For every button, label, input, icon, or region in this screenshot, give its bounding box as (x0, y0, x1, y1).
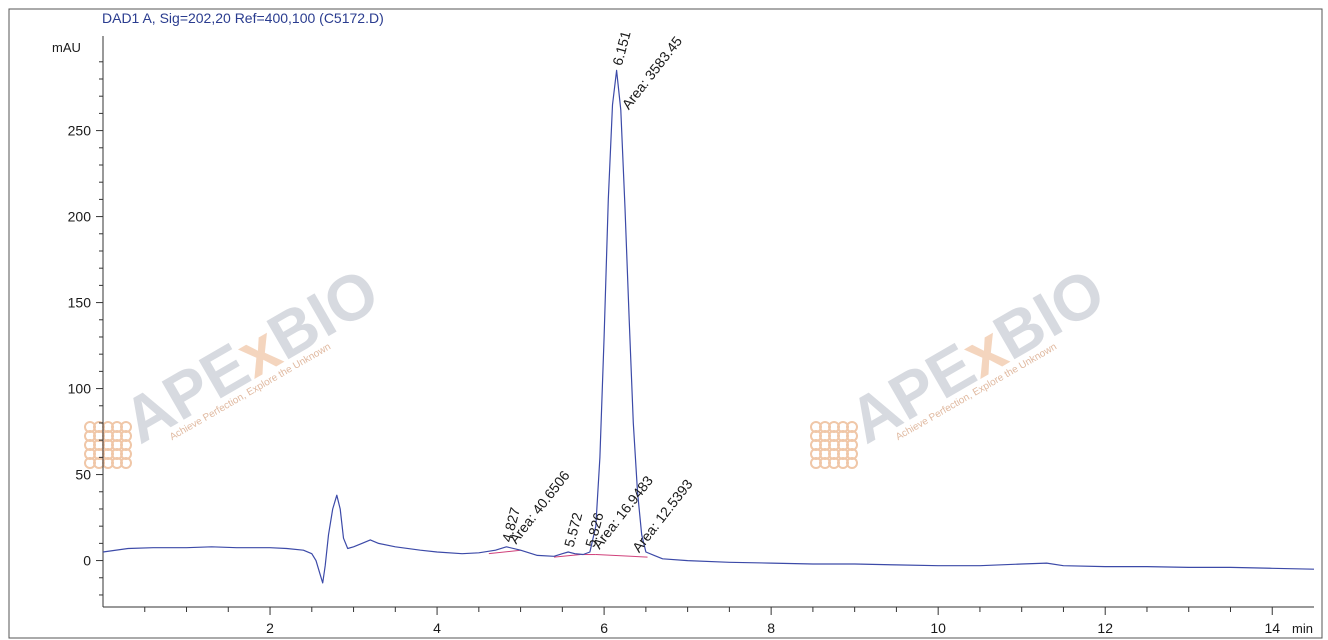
x-tick-label: 10 (930, 620, 946, 636)
signal-trace (102, 69, 1315, 584)
y-tick-label: 250 (68, 123, 92, 139)
x-axis-unit-label: min (1292, 621, 1313, 636)
y-axis-unit-label: mAU (52, 40, 81, 55)
x-tick-label: 4 (433, 620, 441, 636)
x-tick-label: 12 (1097, 620, 1113, 636)
x-tick-label: 8 (767, 620, 775, 636)
y-tick-label: 150 (68, 295, 92, 311)
x-tick-label: 6 (600, 620, 608, 636)
chart-title: DAD1 A, Sig=202,20 Ref=400,100 (C5172.D) (102, 10, 384, 26)
chart-frame (8, 8, 1323, 639)
integration-baseline (595, 554, 648, 558)
x-tick-label: 2 (266, 620, 274, 636)
y-tick-label: 0 (83, 553, 91, 569)
integration-baselines (488, 549, 648, 558)
integration-baseline (488, 549, 521, 555)
axes-group: 0 50 100 150 200 250 2 4 6 8 10 12 14 (68, 36, 1314, 636)
y-tick-label: 50 (75, 467, 91, 483)
y-tick-label: 200 (68, 209, 92, 225)
watermark-logo-icon (810, 421, 858, 469)
y-tick-label: 100 (68, 381, 92, 397)
x-tick-label: 14 (1264, 620, 1280, 636)
signal-trace-group (102, 69, 1315, 584)
integration-baseline (553, 554, 581, 558)
